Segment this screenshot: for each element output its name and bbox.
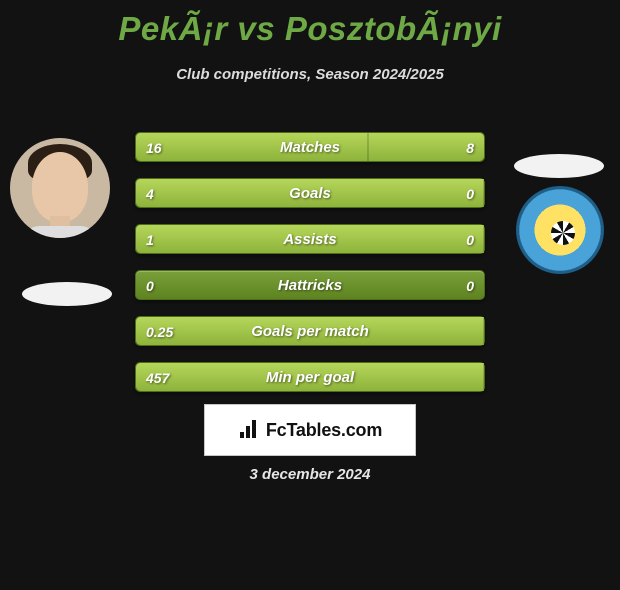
stat-row: 10Assists <box>135 224 485 254</box>
stat-label: Matches <box>136 133 484 161</box>
title-player1: PekÃ¡r <box>118 10 227 47</box>
fctables-logo-icon <box>238 420 260 440</box>
title-player2: PosztobÃ¡nyi <box>285 10 502 47</box>
stat-row: 457Min per goal <box>135 362 485 392</box>
player-right-panel <box>510 180 610 280</box>
player-left-flag <box>22 282 112 306</box>
subtitle: Club competitions, Season 2024/2025 <box>0 66 620 83</box>
stat-label: Assists <box>136 225 484 253</box>
stat-row: 40Goals <box>135 178 485 208</box>
stat-label: Min per goal <box>136 363 484 391</box>
comparison-title: PekÃ¡r vs PosztobÃ¡nyi <box>0 10 620 48</box>
stat-row: 00Hattricks <box>135 270 485 300</box>
branding-text: FcTables.com <box>266 420 382 441</box>
stat-bars: 168Matches 40Goals 10Assists 00Hattricks 0.2… <box>135 132 485 408</box>
branding-box: FcTables.com <box>204 404 416 456</box>
date-text: 3 december 2024 <box>0 466 620 483</box>
player-right-flag <box>514 154 604 178</box>
crest-ball-icon <box>551 221 575 245</box>
title-vs: vs <box>237 10 275 47</box>
stat-label: Goals <box>136 179 484 207</box>
stat-label: Goals per match <box>136 317 484 345</box>
player-right-crest <box>516 186 604 274</box>
stat-row: 0.25Goals per match <box>135 316 485 346</box>
stat-row: 168Matches <box>135 132 485 162</box>
player-left-panel <box>10 138 110 238</box>
player-left-avatar <box>10 138 110 238</box>
stat-label: Hattricks <box>136 271 484 299</box>
